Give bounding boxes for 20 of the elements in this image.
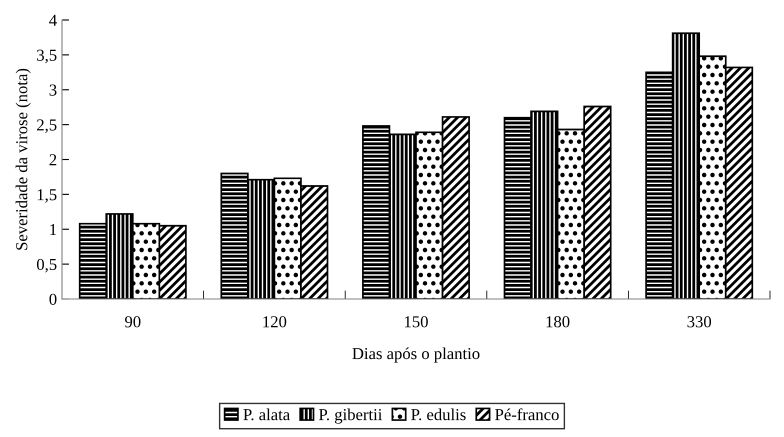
y-tick-label: 1 xyxy=(50,224,56,236)
y-tick-label: 0 xyxy=(49,294,57,305)
legend-label: P. gibertii xyxy=(318,408,382,424)
x-tick-label: 150 xyxy=(404,316,428,328)
y-tick-label: 2 xyxy=(50,154,56,166)
legend-label: Pé-franco xyxy=(495,408,559,420)
legend-label: P. edulis xyxy=(411,408,466,420)
y-tick-label: 0,5 xyxy=(36,258,56,272)
x-tick-label: 330 xyxy=(687,316,712,328)
y-axis-title: Severidade da virose (nota) xyxy=(16,68,31,250)
x-axis-title: Dias após o plantio xyxy=(352,347,480,363)
y-tick-label: 1,5 xyxy=(38,189,56,203)
x-tick-label: 180 xyxy=(546,316,570,328)
y-tick-label: 4 xyxy=(49,14,57,26)
x-tick-label: 120 xyxy=(263,316,286,328)
x-tick-label: 90 xyxy=(125,316,140,328)
y-tick-label: 3,5 xyxy=(37,50,56,64)
legend-label: P. alata xyxy=(243,408,290,420)
y-tick-label: 2,5 xyxy=(37,119,56,133)
y-tick-label: 3 xyxy=(50,84,56,96)
